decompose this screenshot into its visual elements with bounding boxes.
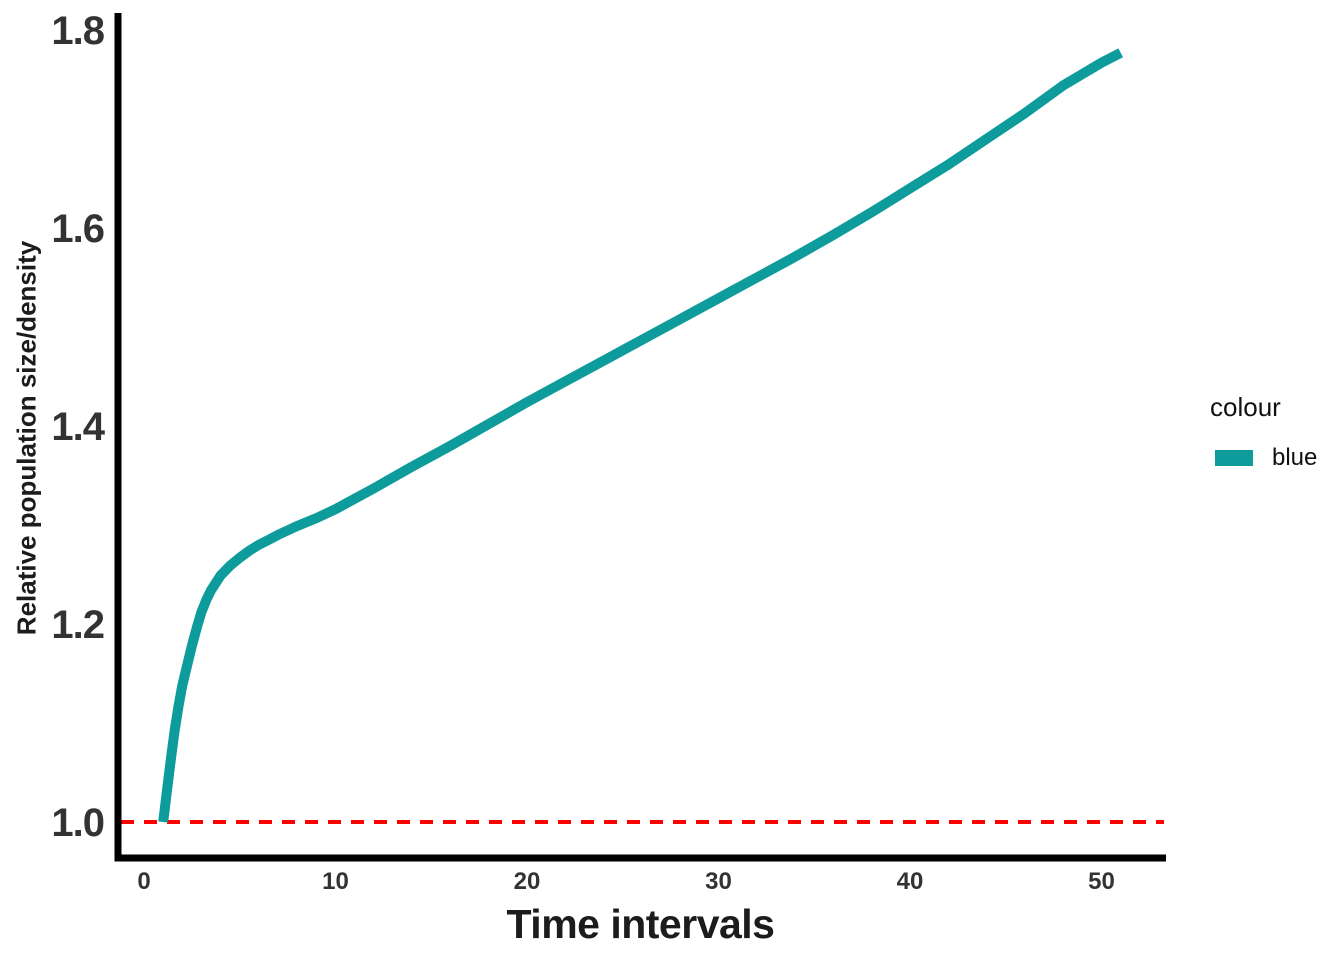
x-axis-title: Time intervals — [506, 901, 776, 947]
legend: colour blue — [1210, 392, 1317, 472]
legend-entry: blue — [1210, 444, 1317, 472]
x-tick-label: 50 — [1088, 868, 1115, 895]
x-tick-label: 10 — [322, 868, 349, 895]
legend-entry-label: blue — [1272, 444, 1318, 471]
x-tick-label: 30 — [705, 868, 732, 895]
y-tick-label: 1.2 — [51, 603, 104, 647]
legend-title: colour — [1210, 392, 1281, 422]
x-tick-label: 20 — [514, 868, 541, 895]
y-tick-label: 1.6 — [51, 207, 104, 251]
legend-line-swatch — [1215, 450, 1253, 466]
y-tick-label: 1.4 — [51, 405, 105, 449]
x-tick-label: 40 — [897, 868, 924, 895]
series-line-blue — [158, 48, 1123, 823]
y-axis-title: Relative population size/density — [11, 240, 42, 636]
x-tick-label: 0 — [137, 868, 150, 895]
y-tick-label: 1.0 — [51, 801, 104, 845]
y-tick-label: 1.8 — [51, 9, 104, 53]
